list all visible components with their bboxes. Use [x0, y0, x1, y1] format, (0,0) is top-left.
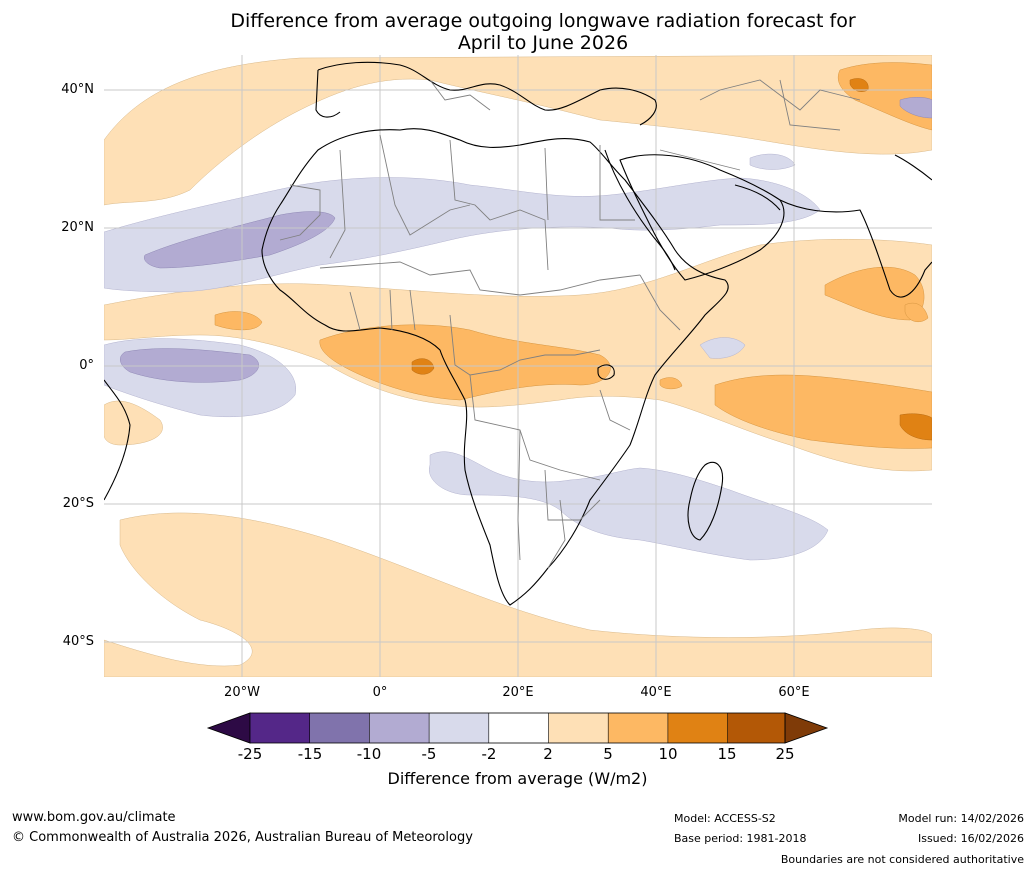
colorbar — [206, 712, 829, 744]
colorbar-over-arrow — [784, 712, 829, 744]
colorbar-segment-2 — [309, 713, 370, 743]
colorbar-tick: -10 — [356, 745, 382, 763]
colorbar-tick: 5 — [603, 745, 613, 763]
colorbar-tick: -25 — [237, 745, 263, 763]
colorbar-segment-6 — [548, 713, 609, 743]
model-run-date: Model run: 14/02/2026 — [898, 812, 1024, 825]
boundaries-disclaimer: Boundaries are not considered authoritat… — [780, 853, 1024, 866]
lon-label-20e: 20°E — [502, 685, 534, 700]
lat-label-40n: 40°N — [61, 82, 94, 97]
lon-label-60e: 60°E — [778, 685, 810, 700]
anomaly-medium-purple — [120, 97, 932, 383]
issued-date: Issued: 16/02/2026 — [917, 832, 1024, 845]
lat-label-0: 0° — [79, 358, 94, 373]
colorbar-tick: 2 — [543, 745, 553, 763]
colorbar-segment-3 — [369, 713, 430, 743]
country-borders — [279, 79, 861, 569]
copyright-text: © Commonwealth of Australia 2026, Austra… — [12, 830, 473, 845]
colorbar-tick: -2 — [481, 745, 497, 763]
lat-label-20s: 20°S — [62, 496, 94, 511]
colorbar-segment-4 — [429, 713, 489, 743]
lon-label-40e: 40°E — [640, 685, 672, 700]
colorbar-dividers — [309, 713, 728, 743]
base-period: Base period: 1981-2018 — [674, 832, 807, 845]
colorbar-segment-5 — [488, 713, 549, 743]
lat-label-20n: 20°N — [61, 220, 94, 235]
colorbar-segment-8 — [667, 713, 728, 743]
lat-label-40s: 40°S — [62, 634, 94, 649]
colorbar-segment-1 — [250, 713, 310, 743]
coastlines — [104, 61, 932, 606]
chart-title: Difference from average outgoing longwav… — [0, 10, 1035, 54]
forecast-map — [104, 55, 932, 677]
colorbar-outline — [249, 712, 786, 744]
website-link[interactable]: www.bom.gov.au/climate — [12, 810, 176, 825]
title-line-2: April to June 2026 — [457, 32, 629, 54]
colorbar-under-arrow — [206, 712, 251, 744]
lon-label-0: 0° — [372, 685, 388, 700]
colorbar-segment-7 — [608, 713, 668, 743]
colorbar-title: Difference from average (W/m2) — [387, 769, 648, 788]
model-name: Model: ACCESS-S2 — [674, 812, 776, 825]
gridlines — [104, 55, 932, 677]
lon-label-20w: 20°W — [224, 685, 260, 700]
colorbar-tick: 15 — [717, 745, 737, 763]
colorbar-tick: -15 — [297, 745, 323, 763]
colorbar-tick: 10 — [658, 745, 678, 763]
title-line-1: Difference from average outgoing longwav… — [230, 10, 856, 32]
colorbar-segment-9 — [727, 713, 785, 743]
colorbar-tick: -5 — [421, 745, 437, 763]
colorbar-tick: 25 — [775, 745, 795, 763]
